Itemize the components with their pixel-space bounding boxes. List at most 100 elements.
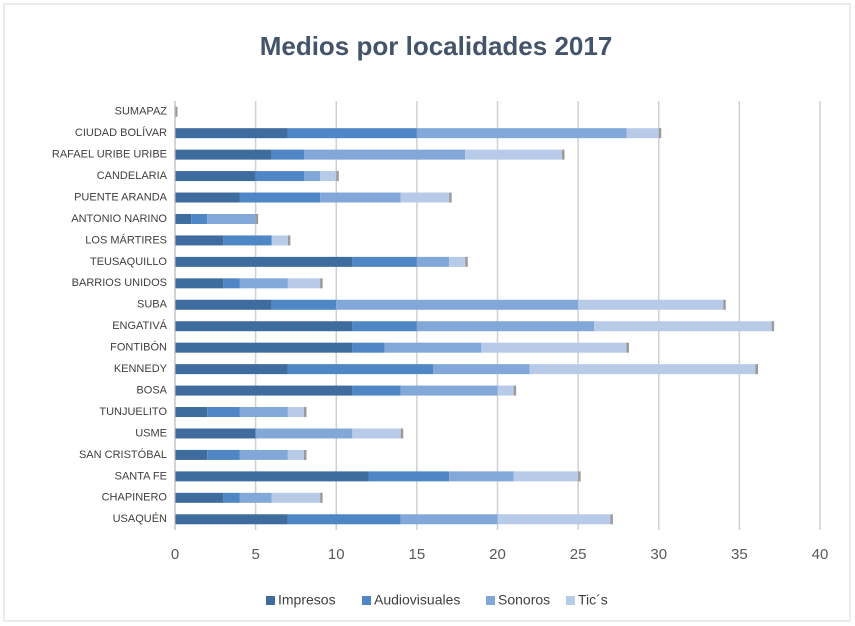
chart-frame (3, 3, 851, 622)
bar-segment (400, 192, 450, 203)
x-tick-label: 20 (489, 546, 506, 563)
bar-edge (723, 299, 726, 310)
bar-segment (239, 407, 288, 418)
bar-segment (175, 235, 224, 246)
bar-segment (400, 514, 498, 525)
legend-label: Impresos (278, 592, 336, 608)
bar-segment (578, 299, 724, 310)
bar-segment (352, 321, 417, 332)
bar-segment (287, 128, 417, 139)
y-tick-label: ANTONIO NARINO (71, 213, 167, 225)
bar-edge (320, 492, 323, 503)
bar-segment (336, 299, 579, 310)
bar-segment (223, 235, 272, 246)
bar-segment (175, 407, 208, 418)
bar-segment (352, 385, 401, 396)
bar-segment (287, 364, 433, 375)
bar-segment (175, 385, 353, 396)
x-tick-label: 25 (570, 546, 587, 563)
y-tick-label: TUNJUELITO (99, 406, 167, 418)
bar-edge (562, 149, 565, 160)
bar-segment (175, 213, 192, 224)
legend-label: Tic´s (578, 592, 608, 608)
bar-segment (239, 449, 288, 460)
bar-segment (207, 407, 240, 418)
bar-edge (304, 407, 307, 418)
bar-segment (175, 256, 353, 267)
bar-segment (384, 342, 482, 353)
bar-segment (175, 428, 256, 439)
bar-segment (175, 171, 256, 182)
x-tick-label: 30 (650, 546, 667, 563)
bar-segment (287, 407, 304, 418)
bar-segment (223, 492, 240, 503)
bar-segment (175, 514, 288, 525)
y-tick-label: CANDELARIA (97, 170, 168, 182)
bar-segment (368, 471, 450, 482)
bar-segment (352, 428, 401, 439)
x-tick-label: 35 (731, 546, 748, 563)
y-tick-label: USAQUÉN (113, 512, 167, 525)
bar-segment (223, 278, 240, 289)
bar-segment (271, 492, 321, 503)
bar-segment (416, 256, 450, 267)
bar-edge (255, 213, 259, 224)
legend-label: Sonoros (498, 592, 550, 608)
bar-segment (271, 299, 337, 310)
bar-segment (207, 449, 240, 460)
bar-edge (610, 514, 613, 525)
bar-segment (175, 149, 272, 160)
x-tick-label: 40 (812, 546, 829, 563)
y-tick-label: SANTA FE (115, 470, 167, 482)
x-tick-label: 0 (171, 546, 179, 563)
bar-edge (320, 278, 323, 289)
bar-segment (175, 449, 208, 460)
bar-segment (529, 364, 756, 375)
bar-segment (497, 514, 611, 525)
bar-segment (175, 342, 353, 353)
bar-segment (239, 492, 272, 503)
bar-segment (271, 235, 288, 246)
bar-segment (175, 471, 369, 482)
bar-segment (175, 364, 288, 375)
bar-edge (771, 321, 775, 332)
bar-segment (191, 213, 208, 224)
bar-segment (497, 385, 514, 396)
bar-segment (239, 278, 288, 289)
bar-edge (465, 256, 468, 267)
x-tick-label: 10 (328, 546, 345, 563)
bar-segment (594, 321, 772, 332)
bar-segment (287, 514, 401, 525)
bar-edge (400, 428, 404, 439)
bar-segment (481, 342, 627, 353)
y-tick-label: TEUSAQUILLO (90, 256, 167, 268)
bar-segment (320, 171, 337, 182)
bar-edge (287, 235, 291, 246)
bar-segment (287, 449, 304, 460)
bar-segment (513, 471, 579, 482)
bar-segment (416, 321, 595, 332)
bar-edge (626, 342, 629, 353)
bar-segment (175, 492, 224, 503)
legend-swatch (362, 596, 371, 605)
bar-edge (578, 471, 581, 482)
bar-edge (175, 106, 178, 117)
y-tick-label: SAN CRISTÓBAL (79, 448, 167, 461)
legend-swatch (566, 596, 575, 605)
bar-segment (175, 321, 353, 332)
bar-segment (400, 385, 498, 396)
bar-segment (352, 256, 417, 267)
bar-segment (207, 213, 256, 224)
bar-segment (352, 342, 385, 353)
bar-edge (449, 192, 452, 203)
bar-segment (320, 192, 401, 203)
bar-segment (239, 192, 321, 203)
y-tick-label: KENNEDY (114, 363, 168, 375)
y-tick-label: BOSA (136, 384, 167, 396)
bar-edge (513, 385, 517, 396)
bar-segment (449, 471, 514, 482)
bar-segment (304, 171, 321, 182)
bar-edge (658, 128, 662, 139)
y-tick-label: USME (135, 427, 167, 439)
